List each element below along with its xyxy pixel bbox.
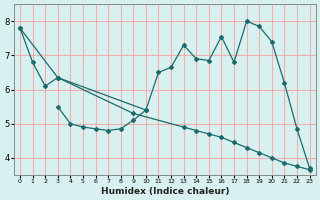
X-axis label: Humidex (Indice chaleur): Humidex (Indice chaleur) — [100, 187, 229, 196]
